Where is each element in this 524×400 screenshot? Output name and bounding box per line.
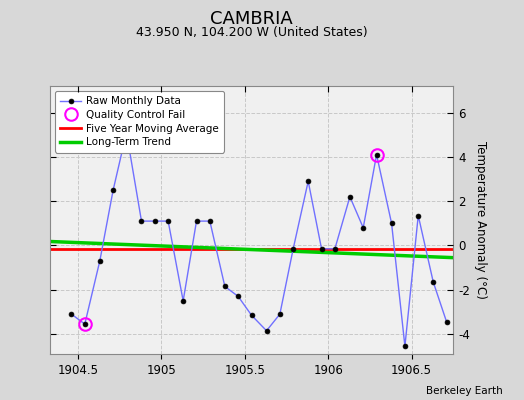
Raw Monthly Data (360, 225, 366, 230)
Line: Quality Control Fail: Quality Control Fail (79, 148, 383, 330)
Raw Monthly Data (138, 219, 145, 224)
Raw Monthly Data (82, 322, 88, 326)
Raw Monthly Data (332, 246, 338, 251)
Raw Monthly Data (347, 194, 353, 199)
Raw Monthly Data (277, 312, 283, 316)
Raw Monthly Data (68, 312, 74, 316)
Raw Monthly Data (180, 298, 187, 303)
Raw Monthly Data (206, 219, 213, 224)
Quality Control Fail (82, 322, 88, 326)
Raw Monthly Data (290, 246, 297, 251)
Raw Monthly Data (305, 179, 311, 184)
Raw Monthly Data (264, 328, 270, 333)
Text: 43.950 N, 104.200 W (United States): 43.950 N, 104.200 W (United States) (136, 26, 367, 39)
Raw Monthly Data (430, 280, 436, 284)
Raw Monthly Data (443, 320, 450, 324)
Legend: Raw Monthly Data, Quality Control Fail, Five Year Moving Average, Long-Term Tren: Raw Monthly Data, Quality Control Fail, … (55, 91, 224, 152)
Raw Monthly Data (388, 221, 395, 226)
Text: Berkeley Earth: Berkeley Earth (427, 386, 503, 396)
Text: CAMBRIA: CAMBRIA (210, 10, 293, 28)
Raw Monthly Data (374, 152, 380, 157)
Raw Monthly Data (319, 246, 325, 251)
Raw Monthly Data (222, 284, 228, 289)
Raw Monthly Data (415, 213, 421, 218)
Raw Monthly Data (402, 344, 408, 349)
Raw Monthly Data (123, 130, 129, 135)
Raw Monthly Data (235, 294, 242, 299)
Raw Monthly Data (110, 188, 116, 192)
Line: Raw Monthly Data: Raw Monthly Data (69, 130, 449, 349)
Raw Monthly Data (96, 258, 103, 263)
Y-axis label: Temperature Anomaly (°C): Temperature Anomaly (°C) (474, 141, 487, 299)
Raw Monthly Data (165, 219, 171, 224)
Quality Control Fail (374, 152, 380, 157)
Raw Monthly Data (248, 313, 255, 318)
Raw Monthly Data (151, 219, 158, 224)
Raw Monthly Data (193, 219, 200, 224)
